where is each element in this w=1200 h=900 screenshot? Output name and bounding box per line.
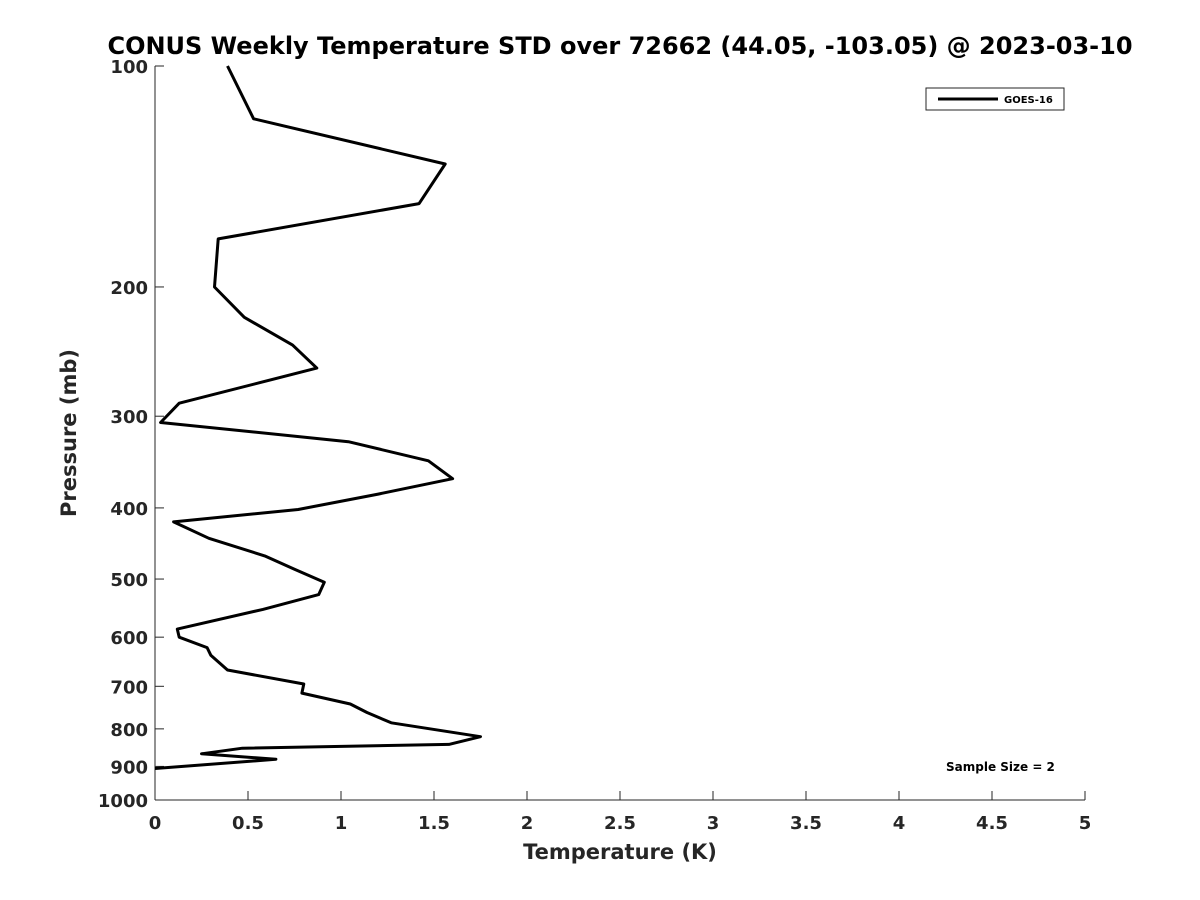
x-tick-label: 1 (335, 813, 348, 834)
x-tick-label: 3 (707, 813, 720, 834)
x-tick-label: 0 (149, 813, 162, 834)
y-tick-label: 700 (110, 677, 148, 698)
x-axis-label: Temperature (K) (523, 840, 717, 864)
x-axis-ticks: 0 0.5 1 1.5 2 2.5 3 3.5 4 4.5 5 (149, 791, 1092, 834)
x-tick-label: 0.5 (232, 813, 264, 834)
y-axis-label: Pressure (mb) (57, 349, 81, 517)
series-line-goes-16 (154, 65, 482, 770)
x-tick-label: 3.5 (790, 813, 822, 834)
x-tick-label: 4 (893, 813, 906, 834)
y-tick-label: 100 (110, 57, 148, 78)
legend-label-goes-16: GOES-16 (1004, 95, 1053, 106)
legend: GOES-16 (925, 87, 1065, 111)
x-tick-label: 2 (521, 813, 534, 834)
y-tick-label: 900 (110, 757, 148, 778)
y-tick-label: 200 (110, 278, 148, 299)
x-tick-label: 5 (1079, 813, 1092, 834)
y-tick-label: 800 (110, 720, 148, 741)
plot-area (155, 66, 1085, 800)
y-tick-label: 300 (110, 407, 148, 428)
y-tick-label: 400 (110, 499, 148, 520)
x-tick-label: 2.5 (604, 813, 636, 834)
x-tick-label: 4.5 (976, 813, 1008, 834)
sample-size-annotation: Sample Size = 2 (946, 760, 1055, 774)
y-tick-label: 1000 (98, 791, 148, 812)
chart-title: CONUS Weekly Temperature STD over 72662 … (107, 32, 1132, 60)
x-tick-label: 1.5 (418, 813, 450, 834)
y-tick-label: 500 (110, 570, 148, 591)
series-layer (154, 65, 482, 770)
y-axis-ticks: 100 200 300 400 500 600 700 800 900 1000 (98, 57, 164, 812)
y-tick-label: 600 (110, 628, 148, 649)
